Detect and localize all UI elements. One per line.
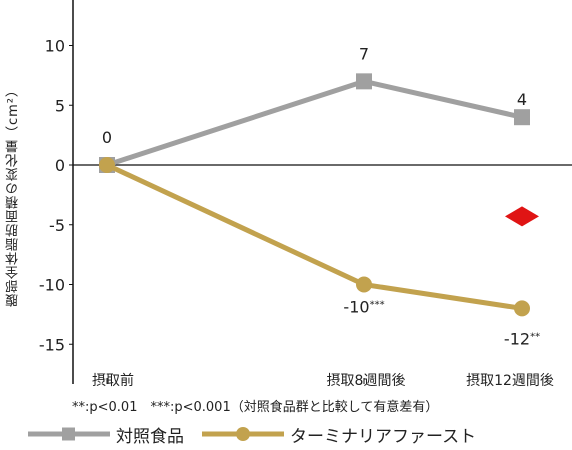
significance-footnote: **:p<0.01 ***:p<0.001（対照食品群と比較して有意差有）	[72, 400, 439, 415]
legend: 対照食品 ターミナリアファースト	[28, 420, 476, 448]
legend-label-control: 対照食品	[116, 426, 184, 447]
y-tick-label: 0	[55, 156, 65, 175]
y-tick-label: -10	[39, 276, 65, 295]
y-tick-label: -15	[39, 335, 65, 354]
y-axis-label: 腹部全体脂肪面積の変化量（cm²）	[6, 82, 21, 308]
data-point	[514, 300, 530, 317]
chart: 10 5 0 -5 -10 -15 摂取前 摂取8週間後 摂取12週間後 0 7 4 -10*** -12…	[39, 0, 572, 389]
data-point	[356, 73, 372, 90]
data-label: -12**	[504, 329, 540, 348]
legend-marker-terminalia	[202, 427, 284, 441]
x-tick-label: 摂取前	[92, 372, 134, 389]
data-point	[514, 109, 530, 126]
data-label: -10***	[343, 298, 384, 317]
legend-item-terminalia: ターミナリアファースト	[202, 422, 476, 447]
y-tick-label: -5	[49, 216, 65, 235]
y-tick-label: 10	[45, 37, 65, 56]
x-tick-label: 摂取8週間後	[327, 373, 406, 389]
series-line-0	[106, 78, 523, 168]
x-tick-label: 摂取12週間後	[466, 373, 554, 389]
data-label: 4	[517, 90, 527, 109]
legend-label-terminalia: ターミナリアファースト	[290, 426, 477, 447]
data-point	[356, 276, 372, 293]
diamond-marker	[505, 206, 539, 227]
legend-marker-control	[28, 427, 110, 441]
legend-item-control: 対照食品	[28, 422, 184, 447]
data-label: 7	[359, 44, 369, 63]
data-label: 0	[102, 128, 112, 147]
y-tick-label: 5	[55, 96, 65, 115]
data-point	[99, 157, 115, 173]
series-line-1	[105, 162, 523, 311]
